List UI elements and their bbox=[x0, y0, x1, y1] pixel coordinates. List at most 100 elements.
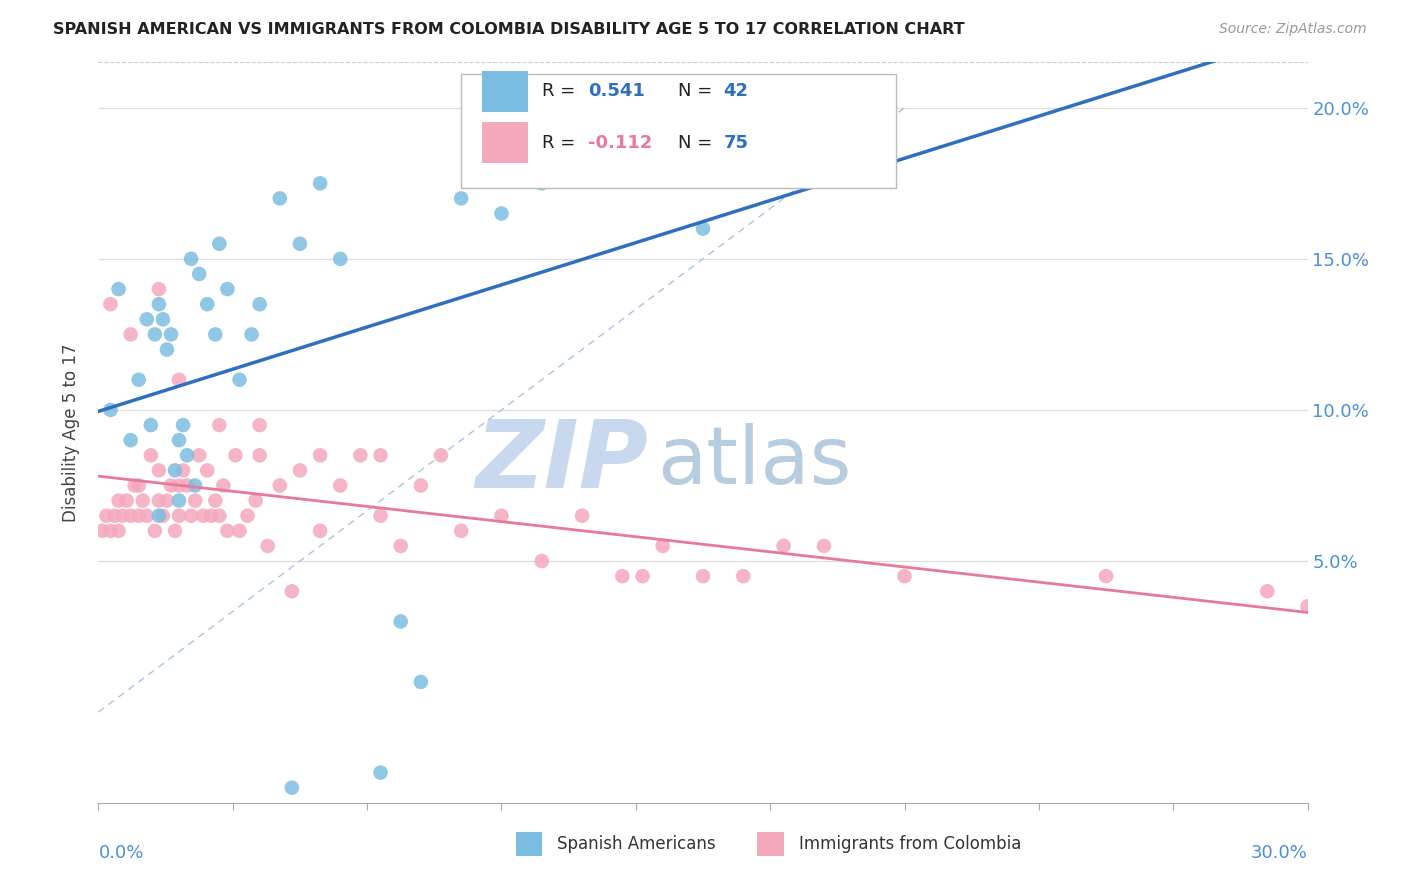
Point bbox=[249, 448, 271, 462]
Point bbox=[91, 524, 114, 538]
Text: 0.541: 0.541 bbox=[588, 82, 645, 100]
FancyBboxPatch shape bbox=[461, 73, 897, 188]
Text: 42: 42 bbox=[724, 82, 748, 100]
Point bbox=[180, 508, 202, 523]
Point bbox=[160, 478, 183, 492]
Point bbox=[212, 478, 235, 492]
Point bbox=[733, 569, 755, 583]
Point bbox=[269, 478, 291, 492]
Point bbox=[269, 191, 291, 205]
Point bbox=[288, 236, 311, 251]
Point bbox=[249, 297, 271, 311]
Point bbox=[148, 493, 170, 508]
Point bbox=[204, 493, 226, 508]
Point bbox=[893, 569, 915, 583]
FancyBboxPatch shape bbox=[516, 832, 543, 856]
Point bbox=[107, 524, 129, 538]
Point bbox=[163, 524, 186, 538]
Text: Source: ZipAtlas.com: Source: ZipAtlas.com bbox=[1219, 22, 1367, 37]
Point bbox=[100, 297, 122, 311]
FancyBboxPatch shape bbox=[482, 122, 527, 163]
Text: SPANISH AMERICAN VS IMMIGRANTS FROM COLOMBIA DISABILITY AGE 5 TO 17 CORRELATION : SPANISH AMERICAN VS IMMIGRANTS FROM COLO… bbox=[53, 22, 965, 37]
Point bbox=[329, 252, 352, 266]
Point bbox=[281, 584, 304, 599]
Text: N =: N = bbox=[678, 82, 717, 100]
Point bbox=[180, 252, 202, 266]
Point bbox=[309, 524, 332, 538]
Point bbox=[208, 418, 231, 433]
Point bbox=[115, 493, 138, 508]
Point bbox=[208, 508, 231, 523]
Text: R =: R = bbox=[543, 82, 581, 100]
Point bbox=[135, 312, 157, 326]
Point bbox=[256, 539, 278, 553]
Text: Spanish Americans: Spanish Americans bbox=[557, 835, 716, 854]
Point bbox=[450, 524, 472, 538]
Point bbox=[692, 221, 714, 235]
Point bbox=[217, 282, 239, 296]
Point bbox=[329, 478, 352, 492]
Point bbox=[651, 539, 673, 553]
Point bbox=[148, 463, 170, 477]
Point bbox=[188, 448, 211, 462]
Point bbox=[160, 327, 183, 342]
Point bbox=[152, 312, 174, 326]
Point bbox=[188, 267, 211, 281]
Text: 0.0%: 0.0% bbox=[98, 844, 143, 862]
Point bbox=[167, 493, 190, 508]
Point bbox=[172, 418, 194, 433]
Point bbox=[100, 524, 122, 538]
Point bbox=[132, 493, 155, 508]
Text: 75: 75 bbox=[724, 134, 748, 152]
Point bbox=[128, 373, 150, 387]
Point bbox=[370, 508, 392, 523]
Point bbox=[571, 146, 593, 161]
Point bbox=[143, 327, 166, 342]
Point bbox=[96, 508, 118, 523]
Point bbox=[148, 282, 170, 296]
FancyBboxPatch shape bbox=[758, 832, 785, 856]
Point bbox=[228, 373, 250, 387]
Point bbox=[530, 177, 553, 191]
Point bbox=[389, 615, 412, 629]
Point bbox=[208, 236, 231, 251]
Point bbox=[288, 463, 311, 477]
Point bbox=[240, 327, 263, 342]
Point bbox=[139, 448, 162, 462]
Point bbox=[167, 508, 190, 523]
Point bbox=[491, 206, 513, 220]
Point bbox=[156, 493, 179, 508]
Point bbox=[135, 508, 157, 523]
Point bbox=[612, 131, 634, 145]
Point bbox=[120, 327, 142, 342]
Text: R =: R = bbox=[543, 134, 581, 152]
Point bbox=[245, 493, 267, 508]
Point bbox=[167, 373, 190, 387]
Point bbox=[107, 493, 129, 508]
Point bbox=[571, 508, 593, 523]
Point bbox=[100, 403, 122, 417]
Point bbox=[120, 508, 142, 523]
Point bbox=[772, 539, 794, 553]
Point bbox=[309, 448, 332, 462]
Point bbox=[1296, 599, 1319, 614]
Text: atlas: atlas bbox=[657, 423, 852, 501]
Point bbox=[349, 448, 371, 462]
Point bbox=[370, 448, 392, 462]
Point bbox=[176, 478, 198, 492]
Point bbox=[156, 343, 179, 357]
Point bbox=[120, 433, 142, 447]
Point bbox=[195, 463, 218, 477]
Point bbox=[491, 508, 513, 523]
Point bbox=[152, 508, 174, 523]
Point bbox=[195, 297, 218, 311]
Point bbox=[228, 524, 250, 538]
Point bbox=[128, 478, 150, 492]
Point bbox=[204, 327, 226, 342]
Text: N =: N = bbox=[678, 134, 717, 152]
Point bbox=[409, 478, 432, 492]
Point bbox=[430, 448, 453, 462]
Point bbox=[139, 418, 162, 433]
Y-axis label: Disability Age 5 to 17: Disability Age 5 to 17 bbox=[62, 343, 80, 522]
Point bbox=[370, 765, 392, 780]
